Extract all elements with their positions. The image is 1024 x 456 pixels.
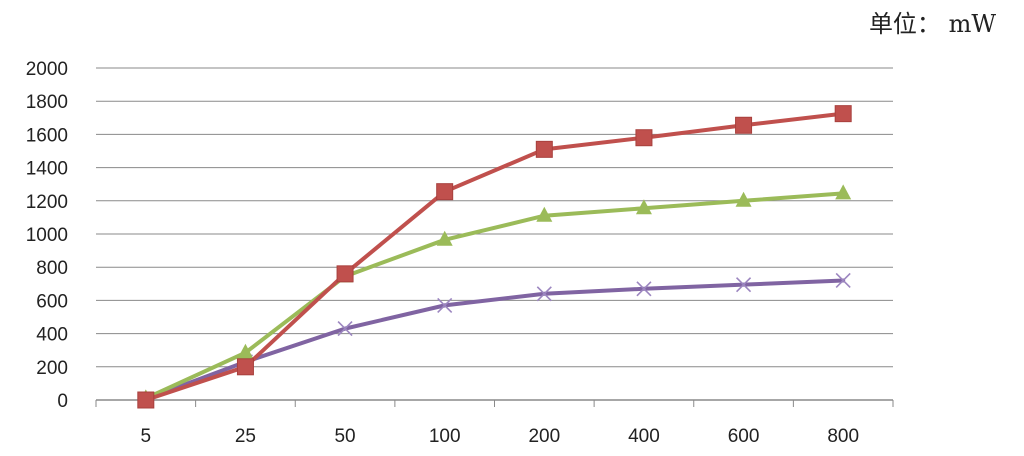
y-tick-label: 0: [57, 391, 68, 412]
y-tick-label: 400: [36, 325, 68, 346]
data-point-x: [337, 321, 353, 337]
data-point-triangle: [835, 184, 852, 200]
data-point-square: [735, 116, 753, 134]
x-tick-label: 400: [628, 426, 660, 447]
y-tick-label: 800: [36, 258, 68, 279]
data-point-square: [635, 129, 653, 147]
data-point-x: [835, 272, 851, 289]
data-point-square: [535, 140, 553, 158]
y-tick-label: 1200: [26, 192, 68, 213]
data-point-square: [336, 265, 354, 283]
data-point-triangle: [536, 206, 553, 222]
series-square: [137, 105, 852, 409]
y-tick-label: 200: [36, 358, 68, 379]
x-tick-label: 200: [528, 426, 560, 447]
data-point-x: [536, 286, 552, 302]
series-line: [143, 191, 846, 401]
series-line: [143, 278, 846, 402]
y-tick-label: 600: [36, 291, 68, 312]
data-point-triangle: [436, 230, 453, 246]
x-tick-label: 25: [235, 426, 256, 447]
y-tick-labels: 0 200 400 600 800 1000 1200 1400 1600 1800 2000: [26, 59, 68, 412]
y-tick-label: 1800: [26, 92, 68, 113]
data-point-square: [436, 183, 454, 201]
data-point-triangle: [635, 199, 652, 215]
data-point-x: [437, 297, 453, 313]
x-tick-label: 600: [728, 426, 760, 447]
x-tick-label: 5: [141, 426, 152, 447]
series-x: [138, 272, 851, 407]
x-tick-label: 800: [827, 426, 859, 447]
data-point-square: [137, 391, 155, 409]
y-tick-label: 1000: [26, 225, 68, 246]
unit-label: 单位： mW: [868, 10, 996, 38]
x-tick-label: 50: [334, 426, 355, 447]
y-tick-label: 1600: [26, 125, 68, 146]
data-point-square: [236, 358, 254, 376]
data-point-x: [735, 277, 752, 293]
axes: [95, 399, 894, 407]
data-point-square: [834, 105, 852, 123]
data-point-triangle: [735, 191, 752, 207]
y-tick-label: 1400: [26, 159, 68, 180]
grid-lines: [96, 67, 893, 368]
x-tick-label: 100: [429, 426, 461, 447]
series: [137, 105, 852, 409]
data-point-x: [636, 281, 652, 297]
data-point-triangle: [237, 343, 254, 359]
x-tick-labels: 5 25 50 100 200 400 600 800: [141, 426, 860, 447]
y-tick-label: 2000: [26, 59, 68, 80]
series-line: [143, 111, 846, 402]
